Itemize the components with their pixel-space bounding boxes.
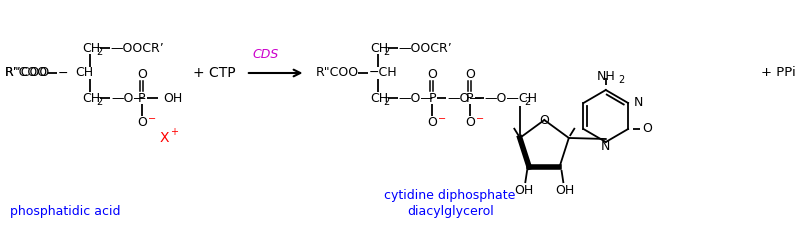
Text: 2: 2 — [96, 97, 102, 107]
Text: cytidine diphosphate: cytidine diphosphate — [384, 188, 516, 202]
Text: 2: 2 — [96, 47, 102, 57]
Text: CH: CH — [75, 66, 93, 79]
Text: −: − — [475, 114, 483, 124]
Text: 2: 2 — [618, 75, 624, 85]
Text: + PPi: + PPi — [760, 66, 795, 79]
Text: O: O — [137, 116, 146, 130]
Text: O: O — [539, 113, 548, 127]
Text: —OOCR’: —OOCR’ — [398, 41, 452, 55]
Text: CH: CH — [82, 92, 100, 104]
Text: CH: CH — [369, 92, 388, 104]
Text: +: + — [169, 127, 177, 137]
Text: P: P — [466, 92, 473, 104]
Text: —O—: —O— — [446, 92, 482, 104]
Text: R"COO: R"COO — [315, 66, 358, 79]
Text: O: O — [464, 116, 475, 130]
Text: −: − — [148, 114, 156, 124]
Text: 2: 2 — [383, 97, 389, 107]
Text: + CTP: + CTP — [193, 66, 235, 80]
Text: O: O — [427, 116, 437, 130]
Text: —O—CH: —O—CH — [484, 92, 537, 104]
Text: N: N — [601, 140, 609, 154]
Text: OH: OH — [554, 184, 573, 196]
Text: OH: OH — [163, 92, 182, 104]
Text: −: − — [438, 114, 446, 124]
Text: —O—: —O— — [398, 92, 433, 104]
Text: R"COO: R"COO — [5, 66, 48, 79]
Text: P: P — [428, 92, 435, 104]
Text: 2: 2 — [524, 97, 530, 107]
Text: —O—: —O— — [111, 92, 145, 104]
Text: O: O — [137, 68, 146, 80]
Text: CH: CH — [82, 41, 100, 55]
Text: O: O — [464, 68, 475, 80]
Text: N: N — [634, 96, 642, 110]
Text: O: O — [427, 68, 437, 80]
Text: phosphatidic acid: phosphatidic acid — [10, 205, 120, 217]
Text: —OOCR’: —OOCR’ — [110, 41, 164, 55]
Text: X: X — [160, 131, 169, 145]
Text: −CH: −CH — [369, 66, 397, 79]
Text: O: O — [642, 123, 651, 136]
Text: 2: 2 — [383, 47, 389, 57]
Text: diacylglycerol: diacylglycerol — [406, 205, 493, 217]
Text: CH: CH — [369, 41, 388, 55]
Text: NH: NH — [596, 69, 614, 82]
Text: P: P — [138, 92, 145, 104]
Text: OH: OH — [514, 184, 533, 196]
Text: R’’COO: R’’COO — [5, 66, 50, 79]
Text: CDS: CDS — [252, 48, 279, 62]
Text: −: − — [57, 66, 67, 79]
